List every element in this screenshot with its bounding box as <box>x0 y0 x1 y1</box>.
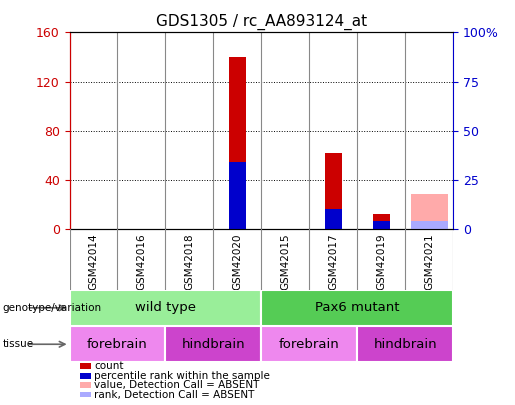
Text: hindbrain: hindbrain <box>373 338 437 351</box>
Text: forebrain: forebrain <box>279 338 340 351</box>
Bar <box>373 221 390 229</box>
Bar <box>261 290 453 326</box>
Bar <box>70 290 261 326</box>
Text: value, Detection Call = ABSENT: value, Detection Call = ABSENT <box>94 380 260 390</box>
Text: GSM42020: GSM42020 <box>232 234 243 290</box>
Text: tissue: tissue <box>3 339 33 349</box>
Text: Pax6 mutant: Pax6 mutant <box>315 301 400 314</box>
Text: genotype/variation: genotype/variation <box>3 303 101 313</box>
Text: wild type: wild type <box>135 301 196 314</box>
Bar <box>261 326 357 362</box>
Text: GSM42018: GSM42018 <box>184 234 195 290</box>
Text: forebrain: forebrain <box>87 338 148 351</box>
Bar <box>411 221 448 229</box>
Bar <box>325 209 341 229</box>
Text: GSM42021: GSM42021 <box>424 234 434 290</box>
Bar <box>411 194 448 229</box>
Text: rank, Detection Call = ABSENT: rank, Detection Call = ABSENT <box>94 390 254 400</box>
Text: percentile rank within the sample: percentile rank within the sample <box>94 371 270 381</box>
Text: GSM42015: GSM42015 <box>280 234 290 290</box>
Bar <box>165 326 261 362</box>
Bar <box>325 153 341 229</box>
Title: GDS1305 / rc_AA893124_at: GDS1305 / rc_AA893124_at <box>156 13 367 30</box>
Text: hindbrain: hindbrain <box>182 338 245 351</box>
Text: GSM42017: GSM42017 <box>328 234 338 290</box>
Bar <box>70 326 165 362</box>
Bar <box>229 162 246 229</box>
Text: count: count <box>94 361 124 371</box>
Bar <box>373 214 390 229</box>
Text: GSM42014: GSM42014 <box>89 234 98 290</box>
Text: GSM42016: GSM42016 <box>136 234 146 290</box>
Bar <box>229 57 246 229</box>
Bar <box>357 326 453 362</box>
Text: GSM42019: GSM42019 <box>376 234 386 290</box>
